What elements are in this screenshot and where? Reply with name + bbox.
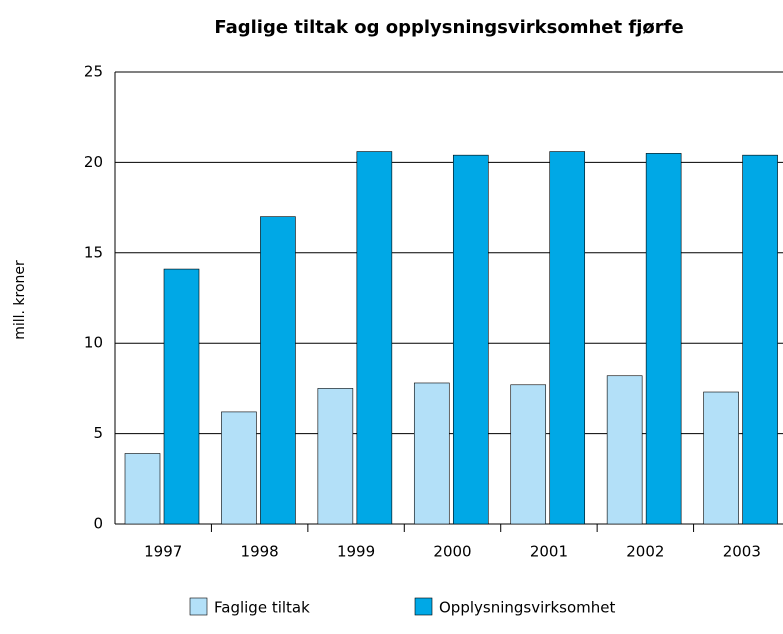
legend-label: Opplysningsvirksomhet (439, 599, 615, 617)
x-tick-label: 2000 (433, 543, 471, 561)
bar (452, 154, 489, 525)
y-tick-label: 0 (93, 515, 103, 533)
x-tick-label: 2001 (530, 543, 568, 561)
bar (260, 216, 296, 525)
bar (703, 391, 739, 525)
bar (124, 453, 161, 525)
bar (606, 375, 643, 525)
x-tick-label: 1997 (144, 543, 182, 561)
y-axis-label: mill. kroner (12, 260, 28, 340)
bar (549, 151, 586, 525)
bar (413, 382, 450, 525)
legend-swatch (189, 597, 208, 616)
x-tick-label: 1998 (241, 543, 279, 561)
bar (742, 154, 778, 525)
bar (645, 153, 682, 525)
y-tick-label: 10 (84, 334, 103, 352)
bar (356, 151, 393, 525)
legend-label: Faglige tiltak (214, 599, 310, 617)
y-tick-label: 15 (84, 243, 103, 261)
x-tick-label: 1999 (337, 543, 375, 561)
y-tick-label: 20 (84, 153, 103, 171)
y-tick-label: 25 (84, 63, 103, 81)
bar (317, 388, 354, 525)
y-tick-label: 5 (93, 424, 103, 442)
x-tick-label: 2002 (626, 543, 664, 561)
x-tick-label: 2003 (723, 543, 761, 561)
legend-swatch (414, 597, 433, 616)
bar (163, 268, 200, 525)
chart-title: Faglige tiltak og opplysningsvirksomhet … (214, 17, 683, 38)
bar (221, 411, 257, 525)
bar (510, 384, 547, 525)
